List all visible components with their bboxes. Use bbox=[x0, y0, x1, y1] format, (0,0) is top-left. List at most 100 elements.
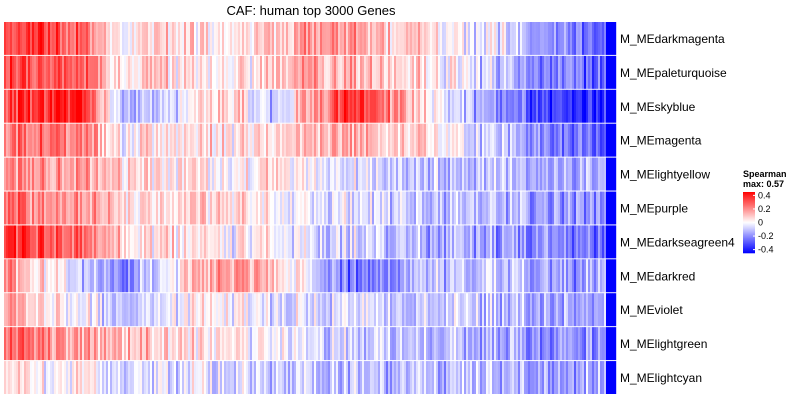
heatmap-cell bbox=[102, 123, 105, 158]
heatmap-cell bbox=[120, 123, 123, 158]
heatmap-cell bbox=[74, 55, 77, 90]
heatmap-cell bbox=[590, 55, 593, 90]
heatmap-cell bbox=[520, 191, 523, 226]
heatmap-cell bbox=[376, 22, 379, 56]
heatmap-cell bbox=[444, 327, 447, 362]
heatmap-cell bbox=[314, 191, 317, 226]
heatmap-cell bbox=[328, 22, 331, 56]
heatmap-cell bbox=[472, 361, 475, 395]
heatmap-cell bbox=[238, 22, 241, 56]
heatmap-cell bbox=[156, 293, 159, 328]
heatmap-cell bbox=[300, 293, 303, 328]
heatmap-cell bbox=[86, 22, 89, 56]
heatmap-cell bbox=[402, 225, 405, 260]
heatmap-cell bbox=[194, 123, 197, 158]
heatmap-cell bbox=[40, 157, 43, 192]
heatmap-cell bbox=[70, 293, 73, 328]
heatmap-cell bbox=[16, 361, 19, 395]
heatmap-cell bbox=[38, 22, 41, 56]
heatmap-cell bbox=[554, 157, 557, 192]
heatmap-cell bbox=[292, 259, 295, 294]
heatmap-cell bbox=[424, 157, 427, 192]
heatmap-cell bbox=[512, 89, 515, 124]
heatmap-cell bbox=[600, 55, 603, 90]
heatmap-cell bbox=[608, 293, 611, 328]
heatmap-cell bbox=[16, 123, 19, 158]
heatmap-cell bbox=[200, 293, 203, 328]
heatmap-cell bbox=[562, 191, 565, 226]
heatmap-cell bbox=[608, 191, 611, 226]
heatmap-cell bbox=[558, 89, 561, 124]
heatmap-cell bbox=[240, 123, 243, 158]
heatmap-cell bbox=[278, 327, 281, 362]
heatmap-cell bbox=[416, 157, 419, 192]
legend-color-step bbox=[743, 221, 755, 223]
heatmap-cell bbox=[20, 55, 23, 90]
heatmap-cell bbox=[434, 22, 437, 56]
heatmap-cell bbox=[64, 89, 67, 124]
heatmap-cell bbox=[362, 259, 365, 294]
heatmap-cell bbox=[24, 123, 27, 158]
heatmap-cell bbox=[202, 259, 205, 294]
heatmap-cell bbox=[484, 361, 487, 395]
heatmap-cell bbox=[208, 327, 211, 362]
heatmap-cell bbox=[38, 157, 41, 192]
heatmap-cell bbox=[574, 89, 577, 124]
heatmap-cell bbox=[24, 55, 27, 90]
heatmap-cell bbox=[562, 361, 565, 395]
heatmap-cell bbox=[568, 89, 571, 124]
heatmap-cell bbox=[218, 259, 221, 294]
heatmap-cell bbox=[546, 225, 549, 260]
heatmap-cell bbox=[444, 225, 447, 260]
heatmap-cell bbox=[372, 225, 375, 260]
heatmap-cell bbox=[494, 157, 497, 192]
heatmap-cell bbox=[158, 123, 161, 158]
heatmap-cell bbox=[212, 225, 215, 260]
heatmap-cell bbox=[338, 259, 341, 294]
heatmap-cell bbox=[534, 293, 537, 328]
row-label: M_MEpaleturquoise bbox=[620, 66, 727, 80]
heatmap-cell bbox=[36, 293, 39, 328]
heatmap-cell bbox=[354, 225, 357, 260]
heatmap-cell bbox=[548, 225, 551, 260]
heatmap-cell bbox=[516, 327, 519, 362]
heatmap-cell bbox=[84, 89, 87, 124]
heatmap-cell bbox=[206, 327, 209, 362]
heatmap-cell bbox=[180, 55, 183, 90]
heatmap-cell bbox=[102, 293, 105, 328]
heatmap-cell bbox=[470, 55, 473, 90]
heatmap-cell bbox=[4, 191, 7, 226]
heatmap-cell bbox=[38, 361, 41, 395]
heatmap-cell bbox=[430, 89, 433, 124]
heatmap-cell bbox=[168, 55, 171, 90]
heatmap-cell bbox=[434, 225, 437, 260]
heatmap-cell bbox=[454, 22, 457, 56]
heatmap-cell bbox=[240, 89, 243, 124]
heatmap-cell bbox=[330, 361, 333, 395]
heatmap-cell bbox=[108, 89, 111, 124]
heatmap-cell bbox=[48, 327, 51, 362]
heatmap-cell bbox=[326, 361, 329, 395]
heatmap-cell bbox=[474, 259, 477, 294]
heatmap-cell bbox=[342, 55, 345, 90]
heatmap-cell bbox=[62, 225, 65, 260]
heatmap-cell bbox=[156, 259, 159, 294]
heatmap-cell bbox=[530, 22, 533, 56]
heatmap-cell bbox=[188, 89, 191, 124]
heatmap-cell bbox=[174, 225, 177, 260]
heatmap-cell bbox=[216, 293, 219, 328]
heatmap-cell bbox=[232, 191, 235, 226]
heatmap-cell bbox=[390, 327, 393, 362]
heatmap-cell bbox=[610, 191, 613, 226]
heatmap-cell bbox=[466, 259, 469, 294]
heatmap-cell bbox=[108, 55, 111, 90]
heatmap-cell bbox=[590, 327, 593, 362]
heatmap-cell bbox=[590, 22, 593, 56]
heatmap-cell bbox=[332, 157, 335, 192]
heatmap-cell bbox=[166, 22, 169, 56]
heatmap-cell bbox=[152, 55, 155, 90]
heatmap-cell bbox=[260, 157, 263, 192]
legend-color-step bbox=[743, 234, 755, 237]
heatmap-cell bbox=[346, 157, 349, 192]
heatmap-cell bbox=[154, 191, 157, 226]
